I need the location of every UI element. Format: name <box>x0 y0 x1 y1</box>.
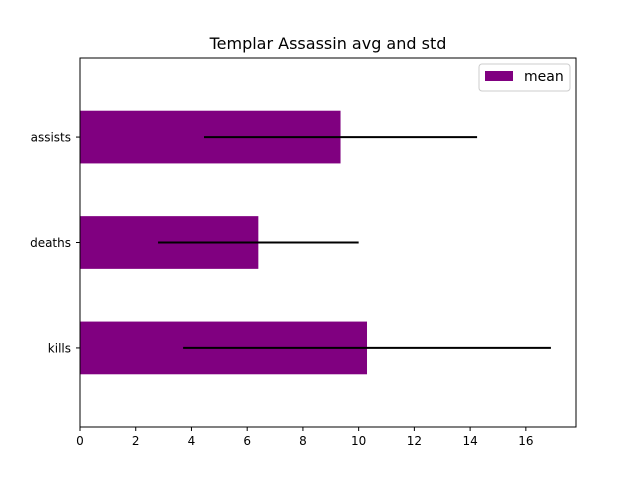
x-tick-label-8: 8 <box>299 434 307 448</box>
x-tick-label-2: 2 <box>132 434 140 448</box>
x-tick-label-14: 14 <box>462 434 477 448</box>
y-tick-label-deaths: deaths <box>30 236 71 250</box>
x-tick-label-4: 4 <box>188 434 196 448</box>
chart-title: Templar Assassin avg and std <box>209 34 447 53</box>
y-tick-label-assists: assists <box>31 131 71 145</box>
legend-label: mean <box>524 69 564 85</box>
legend-swatch <box>485 71 513 81</box>
x-tick-label-16: 16 <box>518 434 533 448</box>
x-tick-label-12: 12 <box>407 434 422 448</box>
x-tick-label-10: 10 <box>351 434 366 448</box>
legend-box <box>478 63 571 92</box>
x-tick-label-0: 0 <box>76 434 84 448</box>
legend: mean <box>478 63 571 92</box>
x-tick-label-6: 6 <box>243 434 251 448</box>
y-axis: kills deaths assists <box>30 131 80 355</box>
x-axis: 0 2 4 6 8 10 12 14 16 <box>76 427 533 448</box>
y-tick-label-kills: kills <box>48 341 71 355</box>
error-bars-layer <box>158 136 551 349</box>
